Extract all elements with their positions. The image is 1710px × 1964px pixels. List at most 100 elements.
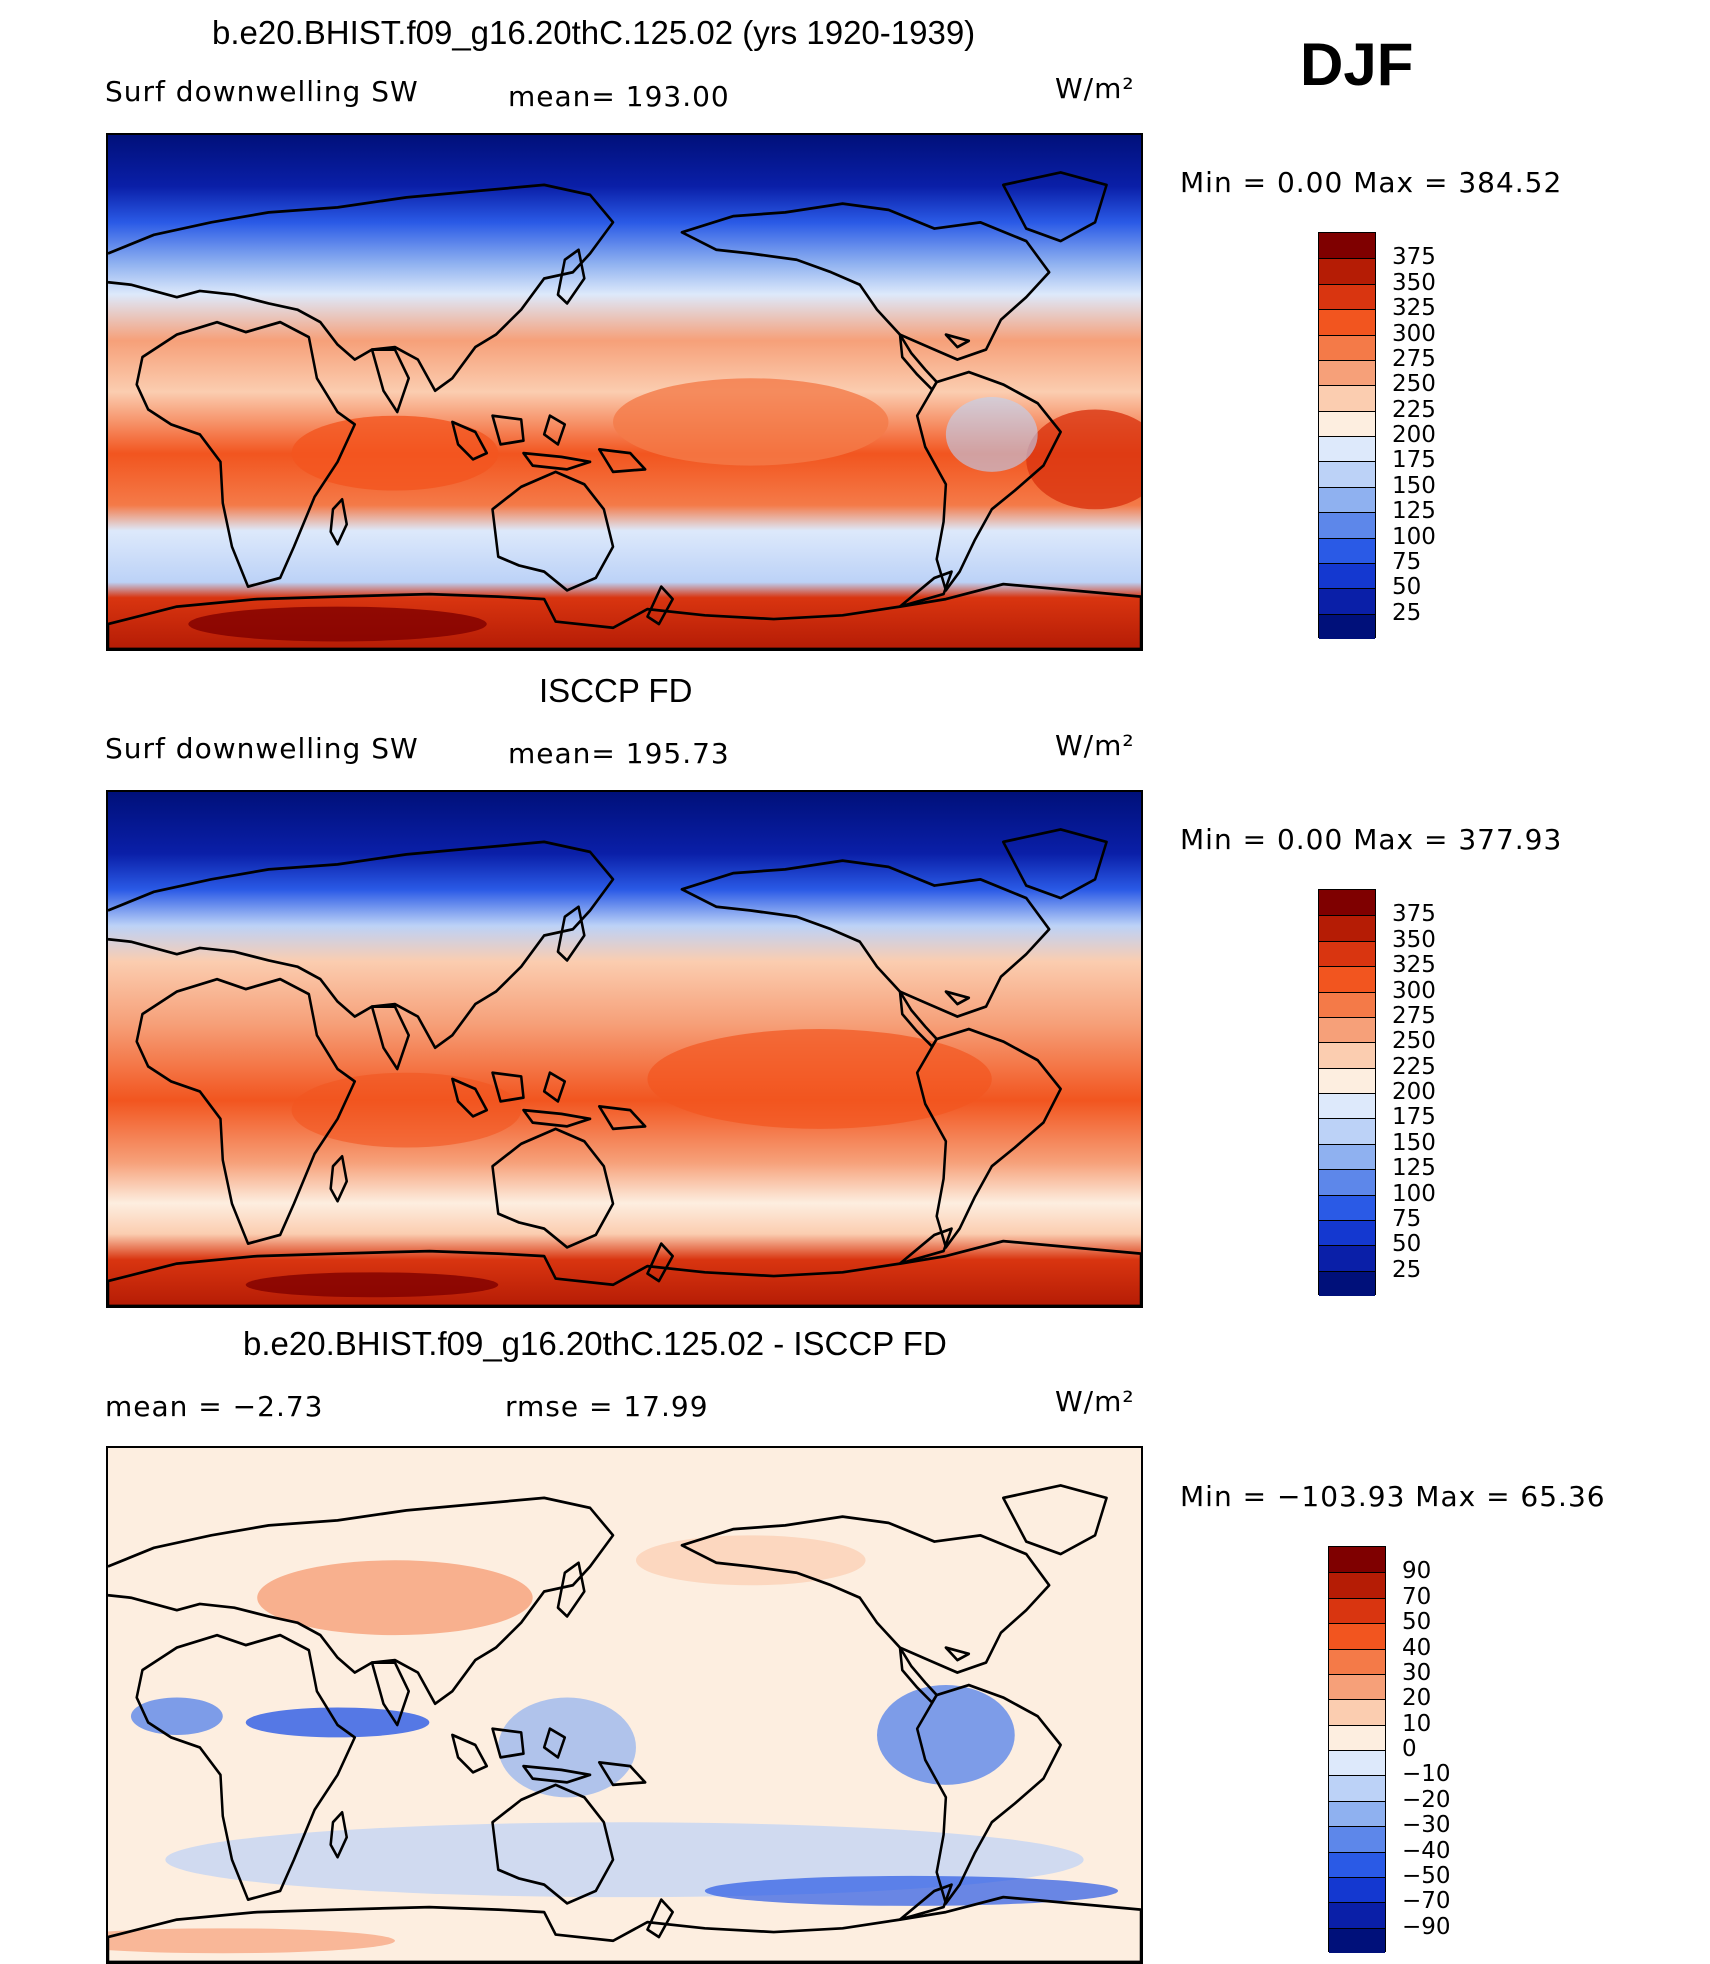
colorbar-tick-label: 225	[1392, 1053, 1436, 1080]
colorbar-tick-label: 350	[1392, 269, 1436, 296]
colorbar-swatch	[1319, 991, 1375, 1017]
colorbar-swatch	[1329, 1673, 1385, 1700]
colorbar-swatch	[1329, 1750, 1385, 1776]
colorbar-tick-label: 275	[1392, 1002, 1436, 1029]
colorbar-swatch	[1319, 258, 1375, 284]
colorbar-swatch	[1329, 1927, 1385, 1953]
colorbar-swatch	[1319, 1169, 1375, 1195]
season-label: DJF	[1300, 31, 1414, 98]
colorbar-tick-label: 50	[1402, 1609, 1432, 1636]
panel-1-colorbar	[1318, 232, 1376, 639]
colorbar-swatch	[1319, 613, 1375, 639]
colorbar-swatch	[1319, 436, 1375, 462]
colorbar-tick-label: 25	[1392, 1256, 1422, 1283]
colorbar-tick-label: 300	[1392, 977, 1436, 1004]
colorbar-swatch	[1329, 1876, 1385, 1903]
colorbar-tick-label: 200	[1392, 1079, 1436, 1105]
colorbar-swatch	[1319, 1143, 1375, 1170]
colorbar-swatch	[1329, 1572, 1385, 1598]
colorbar-swatch	[1319, 966, 1375, 992]
colorbar-tick-label: 175	[1392, 447, 1436, 474]
panel-1-units-label: W/m²	[1055, 72, 1135, 105]
colorbar-swatch	[1319, 461, 1375, 487]
panel-3-minmax-label: Min = −103.93 Max = 65.36	[1180, 1480, 1606, 1513]
colorbar-tick-label: 350	[1392, 926, 1436, 953]
colorbar-swatch	[1329, 1851, 1385, 1877]
panel-1-title: b.e20.BHIST.f09_g16.20thC.125.02 (yrs 19…	[212, 14, 976, 51]
colorbar-swatch	[1319, 588, 1375, 614]
colorbar-tick-label: 75	[1392, 1205, 1422, 1232]
colorbar-tick-label: 300	[1392, 320, 1436, 347]
panel-3-title: b.e20.BHIST.f09_g16.20thC.125.02 - ISCCP…	[243, 1325, 947, 1362]
colorbar-tick-label: 90	[1402, 1558, 1432, 1585]
colorbar-swatch	[1319, 283, 1375, 310]
colorbar-swatch	[1319, 1016, 1375, 1043]
colorbar-swatch	[1319, 1270, 1375, 1296]
panel-2-mean-label: mean= 195.73	[508, 737, 730, 770]
colorbar-swatch	[1329, 1724, 1385, 1750]
colorbar-tick-label: 200	[1392, 422, 1436, 448]
colorbar-tick-label: 150	[1392, 1129, 1436, 1156]
colorbar-swatch	[1319, 915, 1375, 941]
colorbar-tick-label: 325	[1392, 952, 1436, 979]
colorbar-tick-label: 25	[1392, 599, 1422, 626]
colorbar-tick-label: 175	[1392, 1104, 1436, 1131]
colorbar-tick-label: 50	[1392, 1231, 1422, 1258]
panel-1-variable-label: Surf downwelling SW	[105, 75, 419, 108]
panel-2-colorbar	[1318, 889, 1376, 1296]
colorbar-swatch	[1329, 1699, 1385, 1725]
panel-3-map	[106, 1446, 1143, 1964]
colorbar-swatch	[1319, 562, 1375, 589]
colorbar-tick-label: 100	[1392, 523, 1436, 550]
colorbar-swatch	[1319, 1245, 1375, 1271]
panel-3-units-label: W/m²	[1055, 1385, 1135, 1418]
colorbar-swatch	[1319, 233, 1375, 259]
colorbar-tick-label: 75	[1392, 548, 1422, 575]
colorbar-swatch	[1329, 1826, 1385, 1852]
colorbar-tick-label: 100	[1392, 1180, 1436, 1207]
colorbar-tick-label: 70	[1402, 1583, 1432, 1610]
panel-2-units-label: W/m²	[1055, 729, 1135, 762]
colorbar-swatch	[1329, 1648, 1385, 1674]
colorbar-tick-label: −70	[1402, 1888, 1451, 1915]
colorbar-swatch	[1329, 1775, 1385, 1801]
panel-3-mean-label: mean = −2.73	[105, 1390, 324, 1423]
colorbar-tick-label: −10	[1402, 1761, 1451, 1788]
colorbar-tick-label: 375	[1392, 244, 1436, 271]
colorbar-swatch	[1329, 1902, 1385, 1928]
panel-1-mean-label: mean= 193.00	[508, 80, 730, 113]
colorbar-swatch	[1329, 1623, 1385, 1649]
colorbar-tick-label: −40	[1402, 1837, 1451, 1864]
colorbar-swatch	[1319, 890, 1375, 916]
panel-3-colorbar	[1328, 1546, 1386, 1953]
panel-3-rmse-label: rmse = 17.99	[505, 1390, 709, 1423]
colorbar-swatch	[1319, 334, 1375, 360]
colorbar-tick-label: 250	[1392, 371, 1436, 398]
colorbar-tick-label: 225	[1392, 396, 1436, 423]
colorbar-swatch	[1319, 1219, 1375, 1246]
panel-1-map	[106, 133, 1143, 651]
colorbar-swatch	[1329, 1597, 1385, 1624]
colorbar-tick-label: 40	[1402, 1634, 1432, 1661]
colorbar-tick-label: 250	[1392, 1028, 1436, 1055]
colorbar-tick-label: −20	[1402, 1786, 1451, 1813]
colorbar-tick-label: 375	[1392, 901, 1436, 928]
colorbar-swatch	[1319, 512, 1375, 538]
colorbar-tick-label: 275	[1392, 345, 1436, 372]
colorbar-swatch	[1319, 359, 1375, 386]
colorbar-tick-label: 20	[1402, 1685, 1432, 1712]
colorbar-swatch	[1319, 1067, 1375, 1093]
colorbar-swatch	[1319, 537, 1375, 563]
colorbar-swatch	[1319, 1118, 1375, 1144]
colorbar-tick-label: 30	[1402, 1659, 1432, 1686]
colorbar-tick-label: −50	[1402, 1862, 1451, 1889]
panel-1-minmax-label: Min = 0.00 Max = 384.52	[1180, 166, 1563, 199]
panel-2-minmax-label: Min = 0.00 Max = 377.93	[1180, 823, 1563, 856]
colorbar-tick-label: −90	[1402, 1913, 1451, 1940]
colorbar-swatch	[1319, 410, 1375, 436]
colorbar-swatch	[1319, 1093, 1375, 1119]
colorbar-tick-label: 10	[1402, 1710, 1432, 1737]
panel-2-title: ISCCP FD	[539, 672, 693, 709]
colorbar-tick-label: 125	[1392, 498, 1436, 525]
colorbar-swatch	[1329, 1800, 1385, 1827]
